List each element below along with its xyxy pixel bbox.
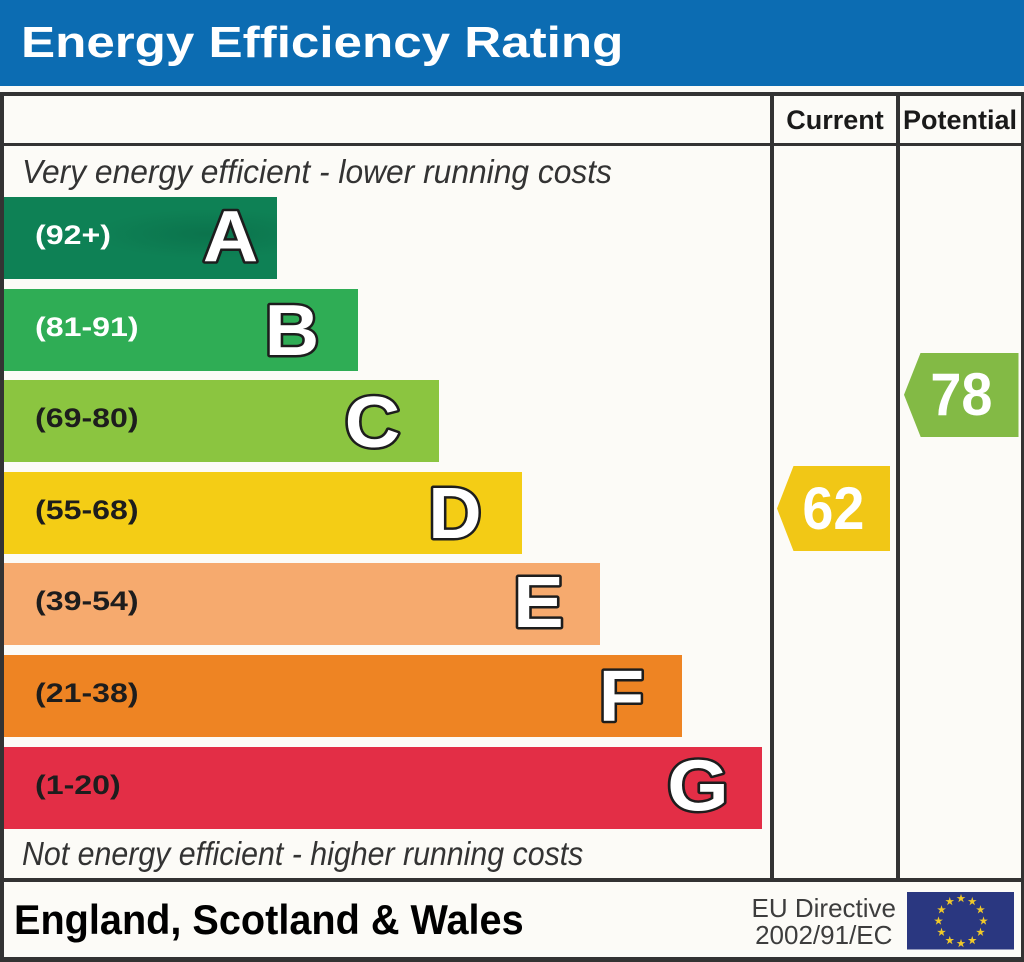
svg-text:F: F bbox=[599, 657, 644, 737]
svg-text:G: G bbox=[667, 747, 729, 827]
svg-text:E: E bbox=[513, 563, 563, 643]
svg-text:C: C bbox=[345, 383, 400, 463]
svg-text:A: A bbox=[203, 197, 258, 277]
svg-text:D: D bbox=[428, 474, 481, 554]
svg-text:B: B bbox=[265, 291, 319, 371]
